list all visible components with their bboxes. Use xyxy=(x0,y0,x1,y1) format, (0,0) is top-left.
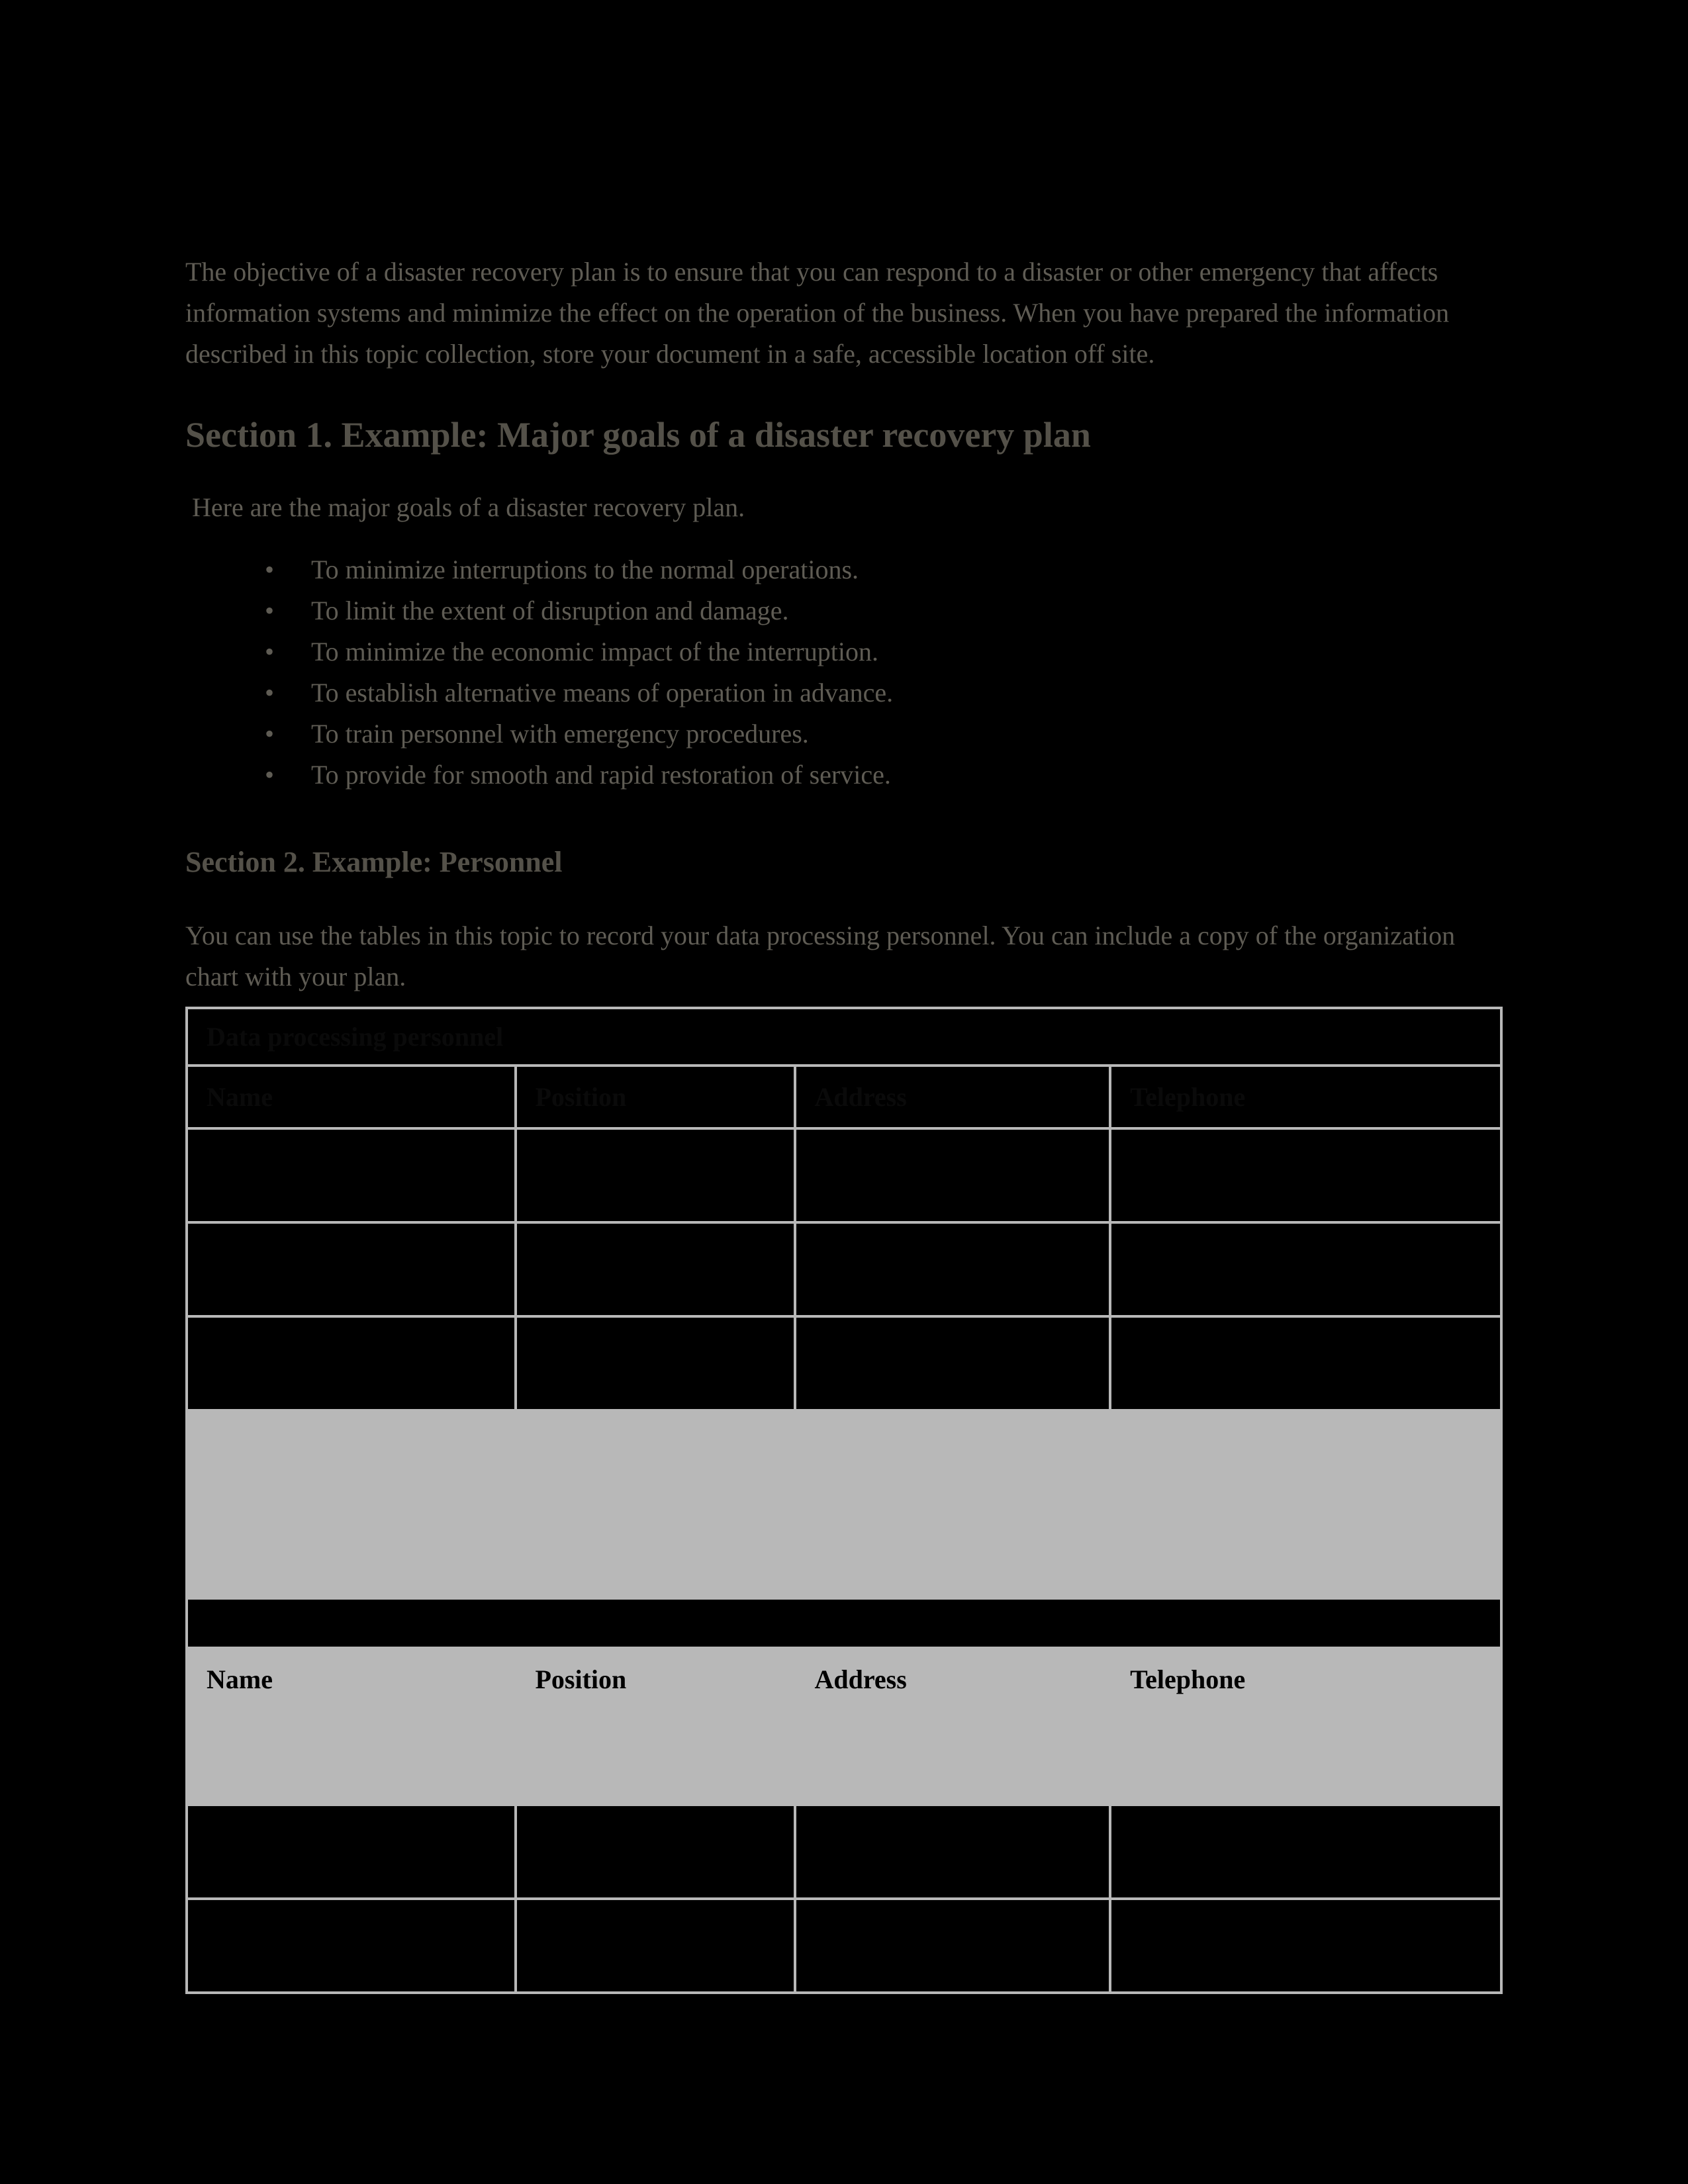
table-spacer-cell xyxy=(187,1598,1501,1648)
cell-name xyxy=(187,1410,516,1504)
column-header-position: Position xyxy=(516,1648,795,1711)
cell-name xyxy=(187,1899,516,1993)
cell-telephone xyxy=(1110,1316,1501,1410)
section2-intro-text: You can use the tables in this topic to … xyxy=(185,915,1503,997)
section1-intro-text: Here are the major goals of a disaster r… xyxy=(185,492,1503,523)
cell-name xyxy=(187,1504,516,1598)
cell-telephone xyxy=(1110,1222,1501,1316)
table-header-row: Name Position Address Telephone xyxy=(187,1648,1501,1711)
table-row xyxy=(187,1711,1501,1805)
table-row xyxy=(187,1805,1501,1899)
cell-position xyxy=(516,1899,795,1993)
goal-item: To limit the extent of disruption and da… xyxy=(265,590,1503,631)
table-spacer-row xyxy=(187,1598,1501,1648)
column-header-telephone: Telephone xyxy=(1110,1066,1501,1128)
table-row xyxy=(187,1410,1501,1504)
column-header-position: Position xyxy=(516,1066,795,1128)
cell-name xyxy=(187,1128,516,1222)
table-header-row: Name Position Address Telephone xyxy=(187,1066,1501,1128)
cell-address xyxy=(795,1504,1111,1598)
table-title-row: Data processing personnel xyxy=(187,1008,1501,1066)
column-header-address: Address xyxy=(795,1648,1111,1711)
column-header-name: Name xyxy=(187,1066,516,1128)
cell-address xyxy=(795,1805,1111,1899)
cell-position xyxy=(516,1805,795,1899)
cell-name xyxy=(187,1316,516,1410)
cell-position xyxy=(516,1222,795,1316)
goals-list: To minimize interruptions to the normal … xyxy=(185,549,1503,796)
table-row xyxy=(187,1504,1501,1598)
cell-telephone xyxy=(1110,1410,1501,1504)
personnel-table: Data processing personnel Name Position … xyxy=(185,1007,1503,1994)
cell-address xyxy=(795,1711,1111,1805)
cell-telephone xyxy=(1110,1711,1501,1805)
intro-paragraph: The objective of a disaster recovery pla… xyxy=(185,251,1503,375)
table-row xyxy=(187,1899,1501,1993)
goal-item: To provide for smooth and rapid restorat… xyxy=(265,754,1503,796)
goal-item: To establish alternative means of operat… xyxy=(265,672,1503,713)
cell-address xyxy=(795,1222,1111,1316)
cell-position xyxy=(516,1504,795,1598)
cell-position xyxy=(516,1711,795,1805)
cell-position xyxy=(516,1128,795,1222)
column-header-address: Address xyxy=(795,1066,1111,1128)
cell-telephone xyxy=(1110,1504,1501,1598)
goal-item: To minimize the economic impact of the i… xyxy=(265,631,1503,672)
column-header-name: Name xyxy=(187,1648,516,1711)
section1-heading: Section 1. Example: Major goals of a dis… xyxy=(185,414,1503,455)
cell-telephone xyxy=(1110,1128,1501,1222)
cell-telephone xyxy=(1110,1805,1501,1899)
cell-position xyxy=(516,1410,795,1504)
cell-address xyxy=(795,1316,1111,1410)
cell-name xyxy=(187,1711,516,1805)
document-page: The objective of a disaster recovery pla… xyxy=(0,0,1688,2060)
table-row xyxy=(187,1222,1501,1316)
column-header-telephone: Telephone xyxy=(1110,1648,1501,1711)
cell-name xyxy=(187,1805,516,1899)
cell-address xyxy=(795,1410,1111,1504)
table-title-cell: Data processing personnel xyxy=(187,1008,1501,1066)
table-row xyxy=(187,1316,1501,1410)
cell-name xyxy=(187,1222,516,1316)
cell-address xyxy=(795,1128,1111,1222)
table-row xyxy=(187,1128,1501,1222)
goal-item: To train personnel with emergency proced… xyxy=(265,713,1503,754)
section2-heading: Section 2. Example: Personnel xyxy=(185,845,1503,879)
cell-telephone xyxy=(1110,1899,1501,1993)
cell-position xyxy=(516,1316,795,1410)
cell-address xyxy=(795,1899,1111,1993)
goal-item: To minimize interruptions to the normal … xyxy=(265,549,1503,590)
